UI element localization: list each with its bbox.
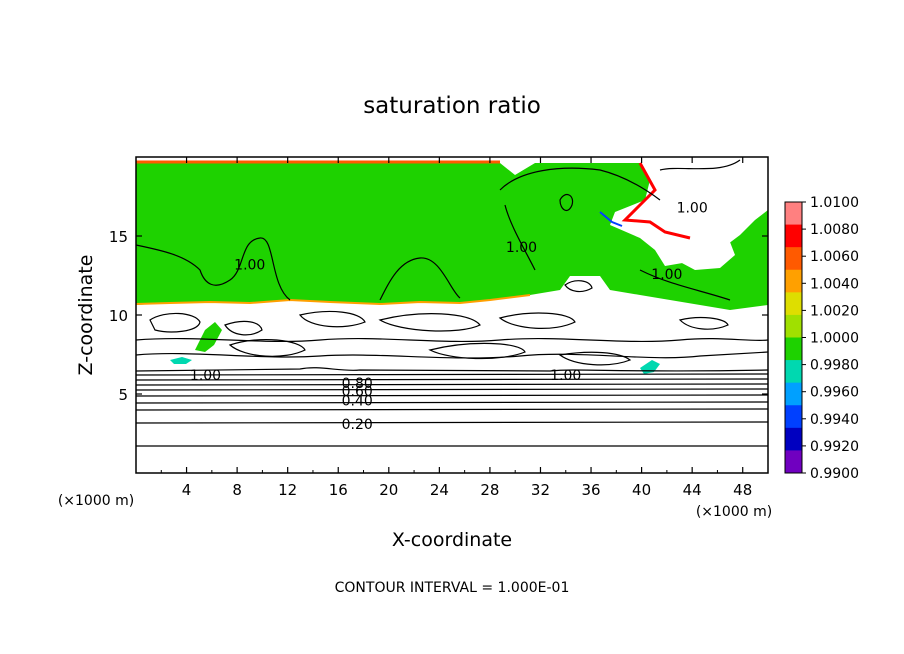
colorbar-swatch [785, 450, 802, 474]
contour-0-40 [136, 401, 768, 404]
x-unit-left: (×1000 m) [58, 493, 134, 509]
contour-label: 0.80 [342, 376, 373, 392]
colorbar-label: 1.0100 [810, 195, 859, 211]
contour-label: 0.20 [342, 417, 373, 433]
contour-upper-left [136, 237, 291, 301]
lower-left-patch [195, 322, 222, 352]
plot-area: 1.00 1.00 1.00 1.00 1.00 1.00 0.800.600.40 0.20 [136, 157, 768, 473]
colorbar-swatch [785, 382, 802, 406]
x-tick-label: 20 [379, 481, 398, 499]
colorbar-swatch [785, 314, 802, 338]
x-axis: 4 8 12 16 20 24 28 32 36 40 44 48 [160, 157, 752, 499]
x-tick-label: 32 [531, 481, 550, 499]
x-tick-label: 24 [430, 481, 449, 499]
upper-right-edge-2 [599, 211, 623, 227]
contour-lines [136, 159, 768, 366]
colorbar-label: 0.9940 [810, 412, 859, 428]
colorbar-label: 0.9980 [810, 358, 859, 374]
contour-ring-f [428, 342, 526, 360]
contour-ring-c [298, 310, 366, 328]
y-tick-label: 10 [109, 307, 128, 325]
contour-right-descent [504, 204, 536, 271]
contour-label: 1.00 [651, 267, 682, 283]
contour-1-00-lower [136, 367, 768, 372]
x-tick-label: 36 [581, 481, 600, 499]
contour-0-70 [136, 383, 768, 386]
contour-ring-i [558, 351, 632, 366]
contour-label: 1.00 [677, 201, 708, 217]
stratified-contours [136, 367, 768, 447]
colorbar-swatch [785, 247, 802, 271]
x-tick-label: 4 [182, 481, 192, 499]
contour-label: 1.00 [190, 368, 221, 384]
colorbar-swatch [785, 405, 802, 429]
contour-ring-e [498, 312, 576, 329]
contour-label: 1.00 [506, 240, 537, 256]
x-unit-right: (×1000 m) [696, 504, 772, 520]
upper-right-clear-area [625, 163, 740, 238]
contour-right-3 [659, 159, 741, 171]
x-tick-label: 48 [733, 481, 752, 499]
colorbar-label: 1.0040 [810, 276, 859, 292]
upper-right-edge [621, 162, 691, 240]
contour-label: 0.40 [342, 393, 373, 409]
x-tick-label: 44 [683, 481, 702, 499]
y-tick-label: 5 [118, 386, 128, 404]
x-tick-label: 40 [632, 481, 651, 499]
contour-0-30 [136, 408, 768, 411]
contour-label: 1.00 [550, 368, 581, 384]
contour-0-20 [136, 421, 768, 424]
colorbar-label: 1.0080 [810, 222, 859, 238]
contour-0-50 [136, 394, 768, 397]
contour-ring-d [378, 313, 481, 332]
y-axis: 5 10 15 [109, 228, 768, 404]
contour-upper-mid [379, 257, 461, 301]
colorbar-swatch [785, 337, 802, 361]
colorbar-label: 0.9920 [810, 439, 859, 455]
colorbar-swatch [785, 202, 802, 226]
colorbar-swatch [785, 360, 802, 384]
contour-0-80 [136, 378, 768, 381]
colorbar-swatch [785, 292, 802, 316]
chart-title: saturation ratio [363, 93, 541, 119]
contour-ring-j [678, 316, 729, 330]
contour-right-loop [559, 193, 574, 212]
contour-labels: 1.00 1.00 1.00 1.00 1.00 1.00 0.800.600.40 0.20 [190, 201, 708, 433]
contour-0-60 [136, 388, 768, 391]
contour-ring-h [228, 338, 306, 357]
contour-wave-2 [136, 351, 768, 359]
colorbar-swatch [785, 427, 802, 451]
y-tick-label: 15 [109, 228, 128, 246]
x-axis-label: X-coordinate [392, 529, 512, 551]
contour-label: 0.60 [342, 384, 373, 400]
lower-left-patch-2 [170, 357, 192, 364]
colorbar-swatch [785, 269, 802, 293]
contour-ring-a [149, 312, 201, 333]
x-tick-label: 12 [278, 481, 297, 499]
x-tick-label: 16 [329, 481, 348, 499]
colorbar-label: 0.9900 [810, 466, 859, 482]
colorbar-label: 1.0020 [810, 303, 859, 319]
contour-ring-b [224, 320, 263, 336]
mid-right-clear-area [680, 242, 735, 270]
contour-wave-1 [136, 337, 768, 343]
x-tick-label: 28 [480, 481, 499, 499]
colorbar-label: 1.0060 [810, 249, 859, 265]
y-axis-label: Z-coordinate [75, 255, 97, 376]
colorbar-label: 0.9960 [810, 385, 859, 401]
contour-0-90 [136, 373, 768, 376]
colorbar-swatch [785, 224, 802, 248]
x-tick-label: 8 [232, 481, 242, 499]
contour-right-2 [639, 269, 731, 301]
contour-label: 1.00 [234, 257, 265, 273]
colorbar: 1.0100 1.0080 1.0060 1.0040 1.0020 1.0000 0.99… [784, 195, 859, 482]
supersaturated-region [136, 163, 768, 310]
cloud-base-edge [136, 294, 531, 306]
contour-upper-right [499, 167, 661, 201]
colorbar-label: 1.0000 [810, 331, 859, 347]
contour-ring-g [564, 280, 593, 293]
contour-interval-note: CONTOUR INTERVAL = 1.000E-01 [335, 580, 570, 596]
